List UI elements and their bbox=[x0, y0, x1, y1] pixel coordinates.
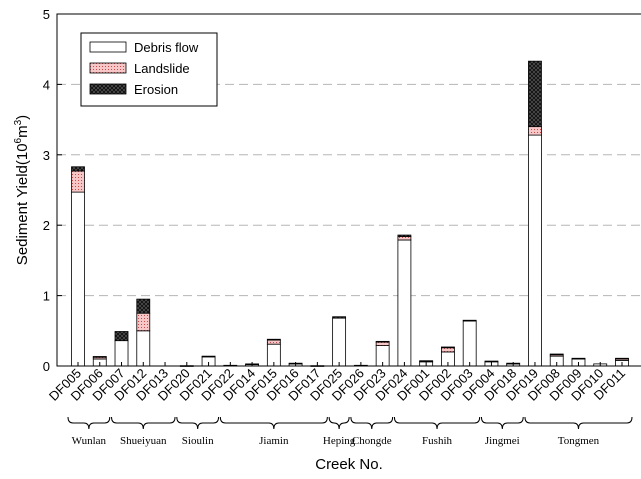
bar-df019-erosion bbox=[528, 60, 542, 128]
bar-df024-debris-flow bbox=[397, 239, 412, 367]
bar-df024-erosion bbox=[397, 234, 412, 237]
y-tick-label: 3 bbox=[43, 148, 50, 163]
y-tick-label: 0 bbox=[43, 359, 50, 374]
bar-df023-landslide bbox=[375, 341, 390, 346]
bar-df003-debris-flow bbox=[462, 320, 477, 367]
y-ticks: 0 1 2 3 4 5 bbox=[43, 7, 62, 374]
bar-df019-debris-flow bbox=[528, 134, 542, 367]
axes bbox=[56, 13, 641, 367]
bars-layer bbox=[71, 60, 629, 367]
bar-df005-erosion bbox=[71, 166, 85, 172]
y-axis-title-unit-exp: 3 bbox=[13, 119, 24, 125]
group-brace bbox=[111, 416, 176, 430]
group-brace bbox=[350, 416, 394, 430]
group-label: Heping bbox=[323, 435, 356, 447]
bar-df005-landslide bbox=[71, 170, 85, 193]
group-label: Fushih bbox=[422, 435, 452, 447]
bar-df002-landslide bbox=[441, 347, 455, 353]
group-brace bbox=[219, 416, 328, 430]
bar-df004-erosion bbox=[484, 360, 499, 363]
group-label: Chongde bbox=[352, 435, 392, 447]
y-axis-title: Sediment Yield(106m3) bbox=[13, 115, 31, 265]
bar-df012-landslide bbox=[136, 312, 151, 332]
bar-df001-erosion bbox=[419, 360, 434, 362]
group-brace bbox=[328, 416, 350, 430]
group-brace bbox=[393, 416, 481, 430]
bar-df023-erosion bbox=[375, 340, 390, 343]
legend-swatch bbox=[89, 41, 127, 53]
bar-df002-erosion bbox=[441, 346, 455, 349]
y-axis-title-close: ) bbox=[14, 115, 31, 120]
group-label: Jiamin bbox=[259, 435, 289, 447]
bar-df009-erosion bbox=[571, 357, 586, 360]
bar-df011-erosion bbox=[615, 357, 629, 360]
y-axis-title-exp: 6 bbox=[13, 137, 24, 143]
bar-df015-erosion bbox=[266, 338, 281, 341]
group-brace bbox=[524, 416, 633, 430]
group-brace bbox=[67, 416, 111, 430]
y-axis-title-unit: m bbox=[14, 125, 31, 138]
y-tick-label: 2 bbox=[43, 218, 50, 233]
group-label: Jingmei bbox=[485, 435, 520, 447]
bar-df015-landslide bbox=[266, 339, 281, 345]
plot-frame bbox=[56, 13, 641, 367]
legend-swatch bbox=[89, 83, 127, 95]
bar-df012-debris-flow bbox=[136, 330, 151, 367]
group-label: Sioulin bbox=[182, 435, 214, 447]
group-label: Tongmen bbox=[558, 435, 600, 447]
legend-swatch bbox=[89, 62, 127, 74]
group-brace bbox=[176, 416, 220, 430]
legend-label: Landslide bbox=[134, 61, 190, 76]
bar-df008-erosion bbox=[549, 353, 564, 356]
group-label: Wunlan bbox=[72, 435, 107, 447]
legend-label: Erosion bbox=[134, 82, 178, 97]
y-tick-label: 5 bbox=[43, 7, 50, 22]
x-ticks: DF005DF006DF007DF012DF013DF020DF021DF022… bbox=[46, 362, 628, 404]
bar-df005-debris-flow bbox=[71, 191, 85, 367]
bar-df007-erosion bbox=[114, 331, 129, 342]
legend: Debris flow Landslide Erosion bbox=[80, 32, 218, 107]
y-tick-label: 4 bbox=[43, 77, 50, 92]
bar-df019-landslide bbox=[528, 126, 542, 136]
bar-df003-erosion bbox=[462, 319, 477, 322]
creek-groups: Wunlan Shueiyuan Sioulin Jiamin HepingChongd… bbox=[67, 416, 633, 447]
group-brace bbox=[480, 416, 524, 430]
y-tick-label: 1 bbox=[43, 289, 50, 304]
gridlines bbox=[57, 83, 641, 297]
bar-df024-landslide bbox=[397, 236, 412, 241]
bar-df025-erosion bbox=[332, 316, 347, 319]
bar-df025-debris-flow bbox=[332, 317, 347, 367]
bar-df021-erosion bbox=[201, 355, 216, 358]
group-label: Shueiyuan bbox=[120, 435, 167, 447]
x-axis-title: Creek No. bbox=[315, 456, 383, 473]
bar-df012-erosion bbox=[136, 298, 151, 314]
bar-df006-erosion bbox=[92, 356, 107, 358]
legend-label: Debris flow bbox=[134, 40, 199, 55]
